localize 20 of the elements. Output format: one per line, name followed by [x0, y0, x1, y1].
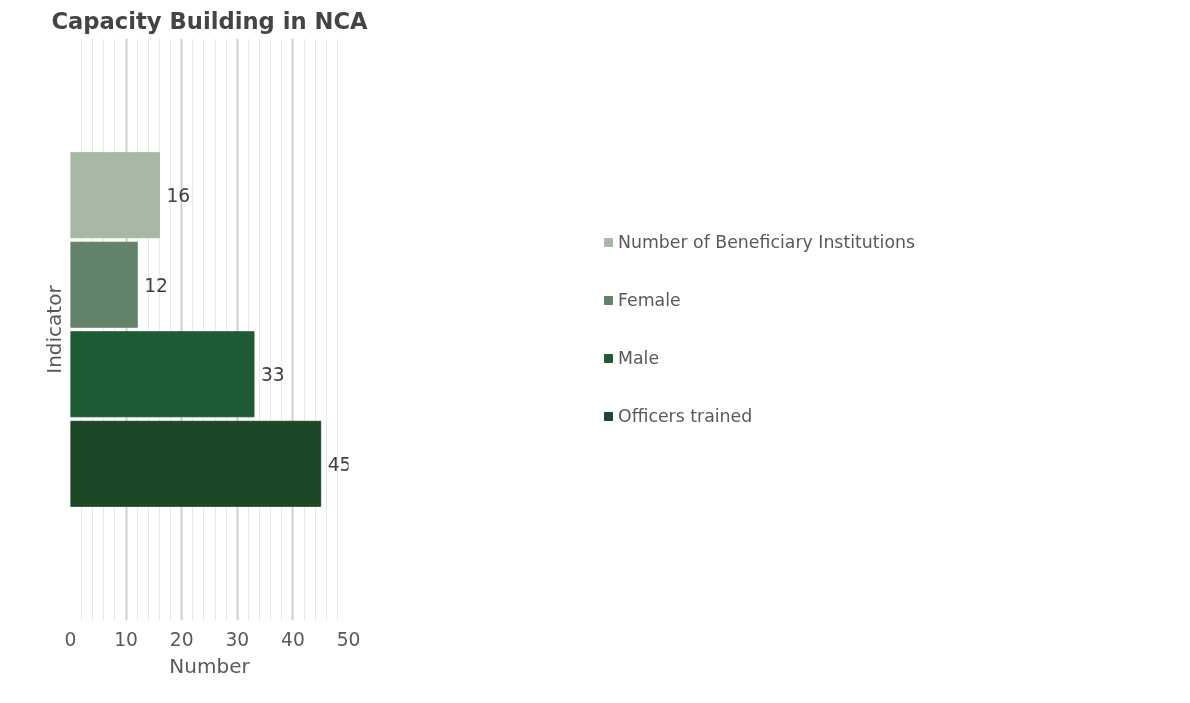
bar [70, 331, 255, 418]
x-axis-title: Number [169, 653, 251, 678]
data-label: 33 [260, 364, 285, 386]
y-axis-title: Indicator [41, 284, 66, 374]
legend-label: Female [617, 290, 681, 310]
x-tick-label: 20 [169, 628, 194, 650]
bar [70, 241, 138, 328]
x-tick-label: 10 [114, 628, 138, 650]
legend-label: Male [617, 348, 660, 368]
x-tick-label: 30 [225, 628, 250, 650]
bar [70, 420, 322, 507]
bar [70, 152, 160, 239]
chart-title: Capacity Building in NCA [51, 7, 369, 34]
data-label: 16 [166, 185, 191, 207]
legend-label: Officers trained [617, 406, 753, 426]
legend-label: Number of Beneficiary Institutions [617, 232, 916, 252]
x-tick-label: 50 [336, 628, 361, 650]
x-tick-label: 40 [281, 628, 305, 650]
x-tick-label: 0 [64, 628, 77, 650]
data-label: 12 [144, 274, 168, 296]
